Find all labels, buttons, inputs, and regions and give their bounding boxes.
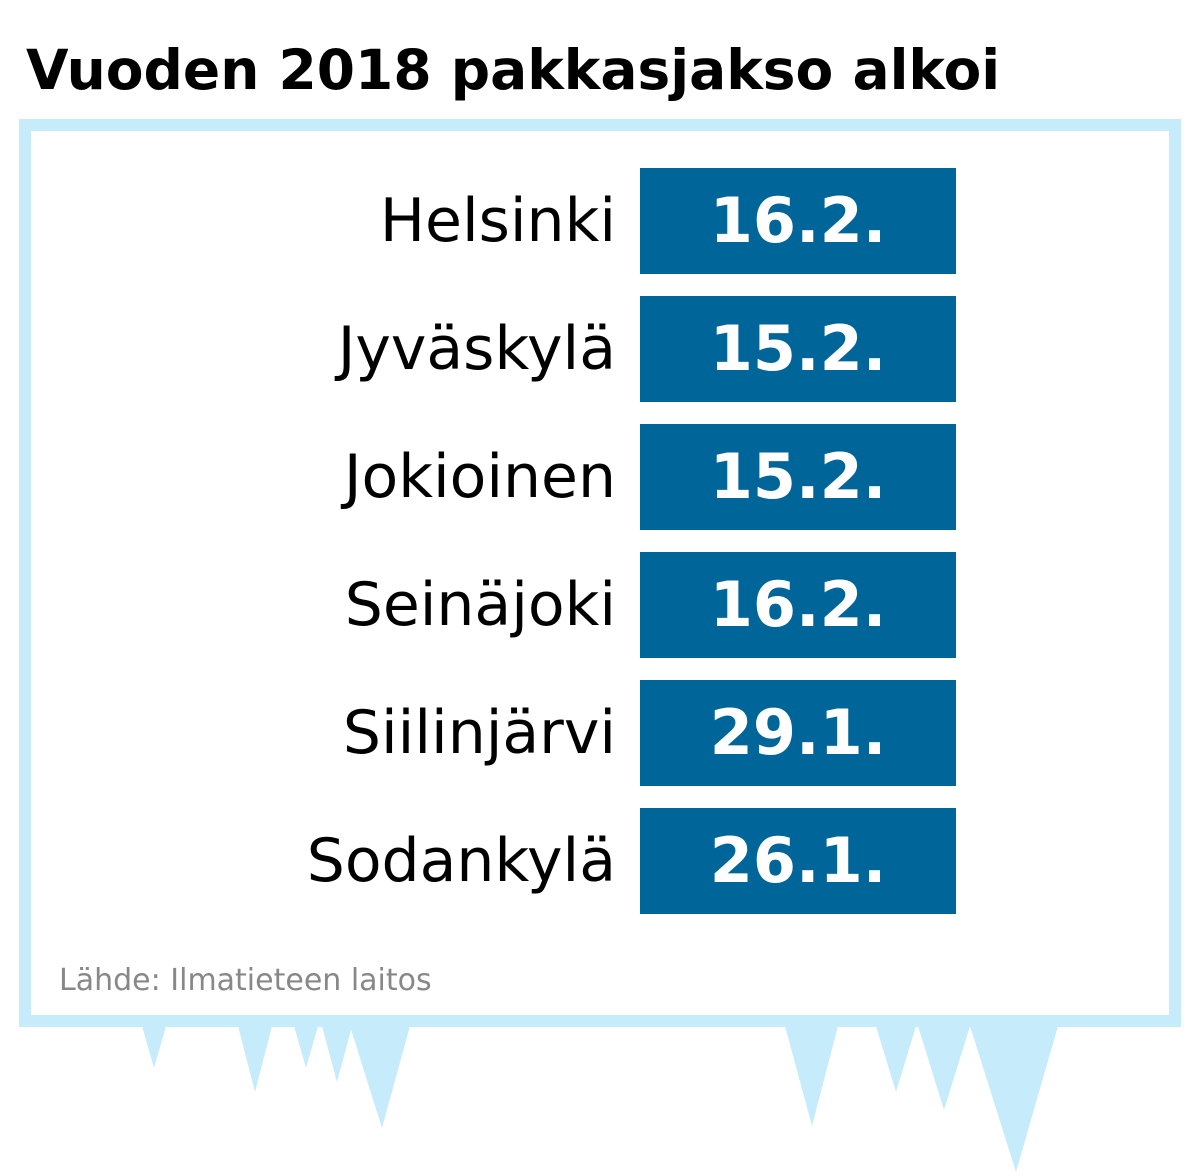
icicle bbox=[142, 1026, 166, 1068]
table-row: Jyväskylä 15.2. bbox=[31, 296, 1193, 402]
value-box: 16.2. bbox=[640, 168, 956, 274]
table-row: Sodankylä 26.1. bbox=[31, 808, 1193, 914]
row-label: Helsinki bbox=[379, 186, 616, 256]
value-box: 29.1. bbox=[640, 680, 956, 786]
row-value: 29.1. bbox=[709, 696, 887, 769]
table-row: Helsinki 16.2. bbox=[31, 168, 1193, 274]
value-box: 26.1. bbox=[640, 808, 956, 914]
icicle bbox=[785, 1026, 838, 1126]
value-box: 15.2. bbox=[640, 296, 956, 402]
row-value: 16.2. bbox=[709, 184, 887, 257]
row-label: Jyväskylä bbox=[337, 314, 616, 384]
chart-frame: Helsinki 16.2. Jyväskylä 15.2. Jokioinen 15.2… bbox=[19, 119, 1181, 1027]
chart-title: Vuoden 2018 pakkasjakso alkoi bbox=[26, 38, 1001, 102]
icicle bbox=[322, 1026, 352, 1082]
row-value: 15.2. bbox=[709, 440, 887, 513]
row-value: 15.2. bbox=[709, 312, 887, 385]
row-label: Siilinjärvi bbox=[342, 698, 616, 768]
row-label: Sodankylä bbox=[306, 826, 616, 896]
icicle bbox=[918, 1026, 970, 1110]
row-value: 26.1. bbox=[709, 824, 887, 897]
icicle bbox=[350, 1026, 410, 1128]
value-box: 15.2. bbox=[640, 424, 956, 530]
row-label: Seinäjoki bbox=[344, 570, 616, 640]
source-text: Lähde: Ilmatieteen laitos bbox=[59, 963, 432, 998]
row-value: 16.2. bbox=[709, 568, 887, 641]
table-row: Seinäjoki 16.2. bbox=[31, 552, 1193, 658]
row-label: Jokioinen bbox=[343, 442, 616, 512]
icicle bbox=[970, 1026, 1058, 1172]
table-row: Jokioinen 15.2. bbox=[31, 424, 1193, 530]
icicle bbox=[294, 1026, 318, 1068]
icicle bbox=[876, 1026, 916, 1092]
table-row: Siilinjärvi 29.1. bbox=[31, 680, 1193, 786]
value-box: 16.2. bbox=[640, 552, 956, 658]
icicle bbox=[238, 1026, 272, 1092]
